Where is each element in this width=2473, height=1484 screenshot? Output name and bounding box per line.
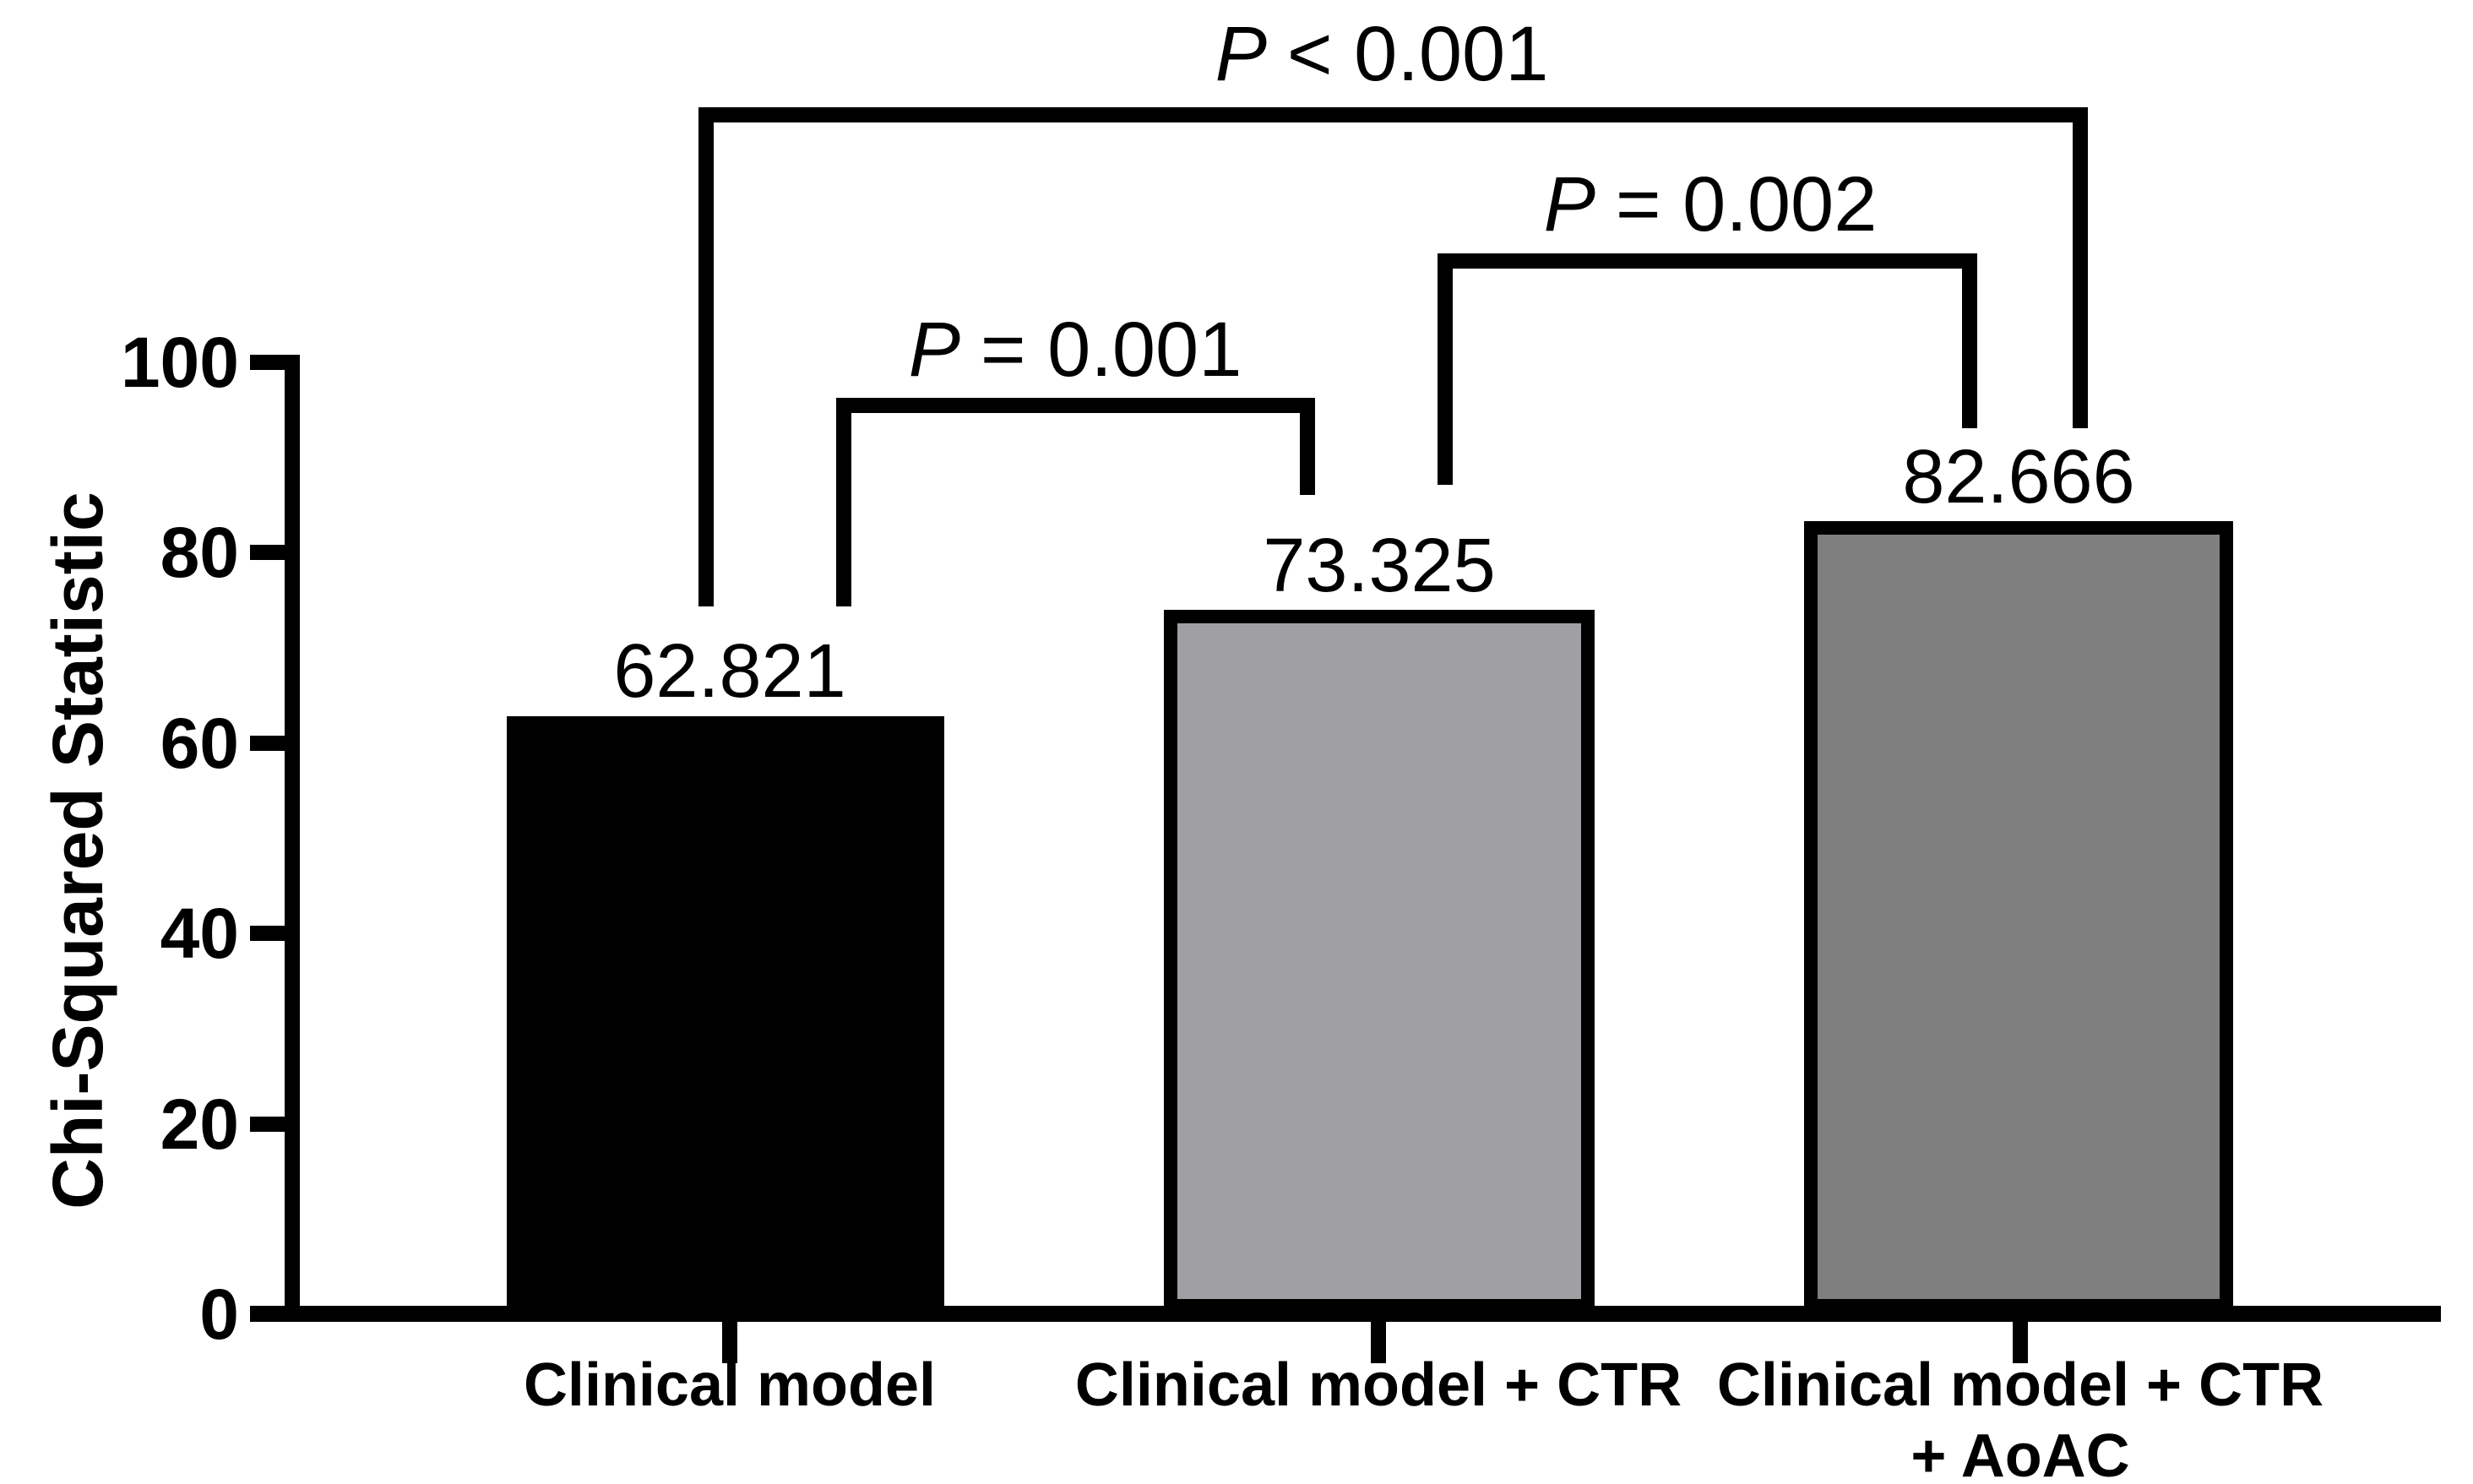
- y-tick-mark-40: [250, 926, 292, 941]
- x-axis-line: [250, 1306, 2441, 1322]
- bracket-1-2-crossbar: [836, 398, 1315, 413]
- x-tick-mark-clinical-model-ctr: [1371, 1314, 1386, 1363]
- p-symbol: P: [908, 307, 960, 393]
- y-tick-mark-20: [250, 1117, 292, 1132]
- bar-clinical-model-ctr-aoac: [1804, 521, 2233, 1313]
- p-value-label-2-3: P = 0.002: [1389, 164, 2031, 245]
- value-label-clinical-model: 62.821: [613, 629, 846, 714]
- p-symbol: P: [1543, 161, 1595, 247]
- p-symbol: P: [1215, 11, 1267, 97]
- y-tick-label-0: 0: [199, 1275, 239, 1354]
- bracket-1-3-crossbar: [698, 107, 2088, 122]
- y-tick-label-100: 100: [120, 323, 239, 402]
- bar-clinical-model-ctr: [1164, 610, 1595, 1313]
- x-tick-mark-clinical-model-ctr-aoac: [2013, 1314, 2028, 1363]
- p-value-text: = 0.002: [1615, 161, 1878, 247]
- bar-clinical-model: [507, 716, 944, 1313]
- y-tick-mark-0: [250, 1307, 292, 1322]
- x-tick-mark-clinical-model: [722, 1314, 737, 1363]
- bracket-1-2-left-leg: [836, 398, 851, 606]
- y-axis-line: [285, 355, 300, 1322]
- x-label-line2: + AoAC: [1910, 1422, 2130, 1484]
- bracket-2-3-crossbar: [1438, 253, 1977, 269]
- p-value-text: < 0.001: [1286, 11, 1549, 97]
- y-tick-mark-80: [250, 545, 292, 560]
- y-tick-label-80: 80: [160, 513, 239, 592]
- value-label-clinical-model-ctr: 73.325: [1263, 524, 1496, 608]
- y-tick-label-40: 40: [160, 894, 239, 973]
- y-tick-label-20: 20: [160, 1084, 239, 1164]
- bracket-1-3-left-leg: [698, 107, 714, 606]
- value-label-clinical-model-ctr-aoac: 82.666: [1902, 435, 2135, 519]
- bracket-2-3-left-leg: [1438, 253, 1453, 485]
- p-value-label-1-2: P = 0.001: [754, 309, 1396, 390]
- y-tick-mark-60: [250, 736, 292, 751]
- p-value-text: = 0.001: [980, 307, 1242, 393]
- bracket-1-3-right-leg: [2073, 107, 2088, 428]
- y-tick-label-60: 60: [160, 704, 239, 783]
- bracket-1-2-right-leg: [1300, 398, 1315, 495]
- y-tick-mark-100: [250, 355, 292, 370]
- p-value-label-1-3: P < 0.001: [1061, 14, 1703, 95]
- bracket-2-3-right-leg: [1962, 253, 1977, 428]
- x-label-clinical-model-ctr-aoac: Clinical model + CTR + AoAC: [1632, 1350, 2409, 1484]
